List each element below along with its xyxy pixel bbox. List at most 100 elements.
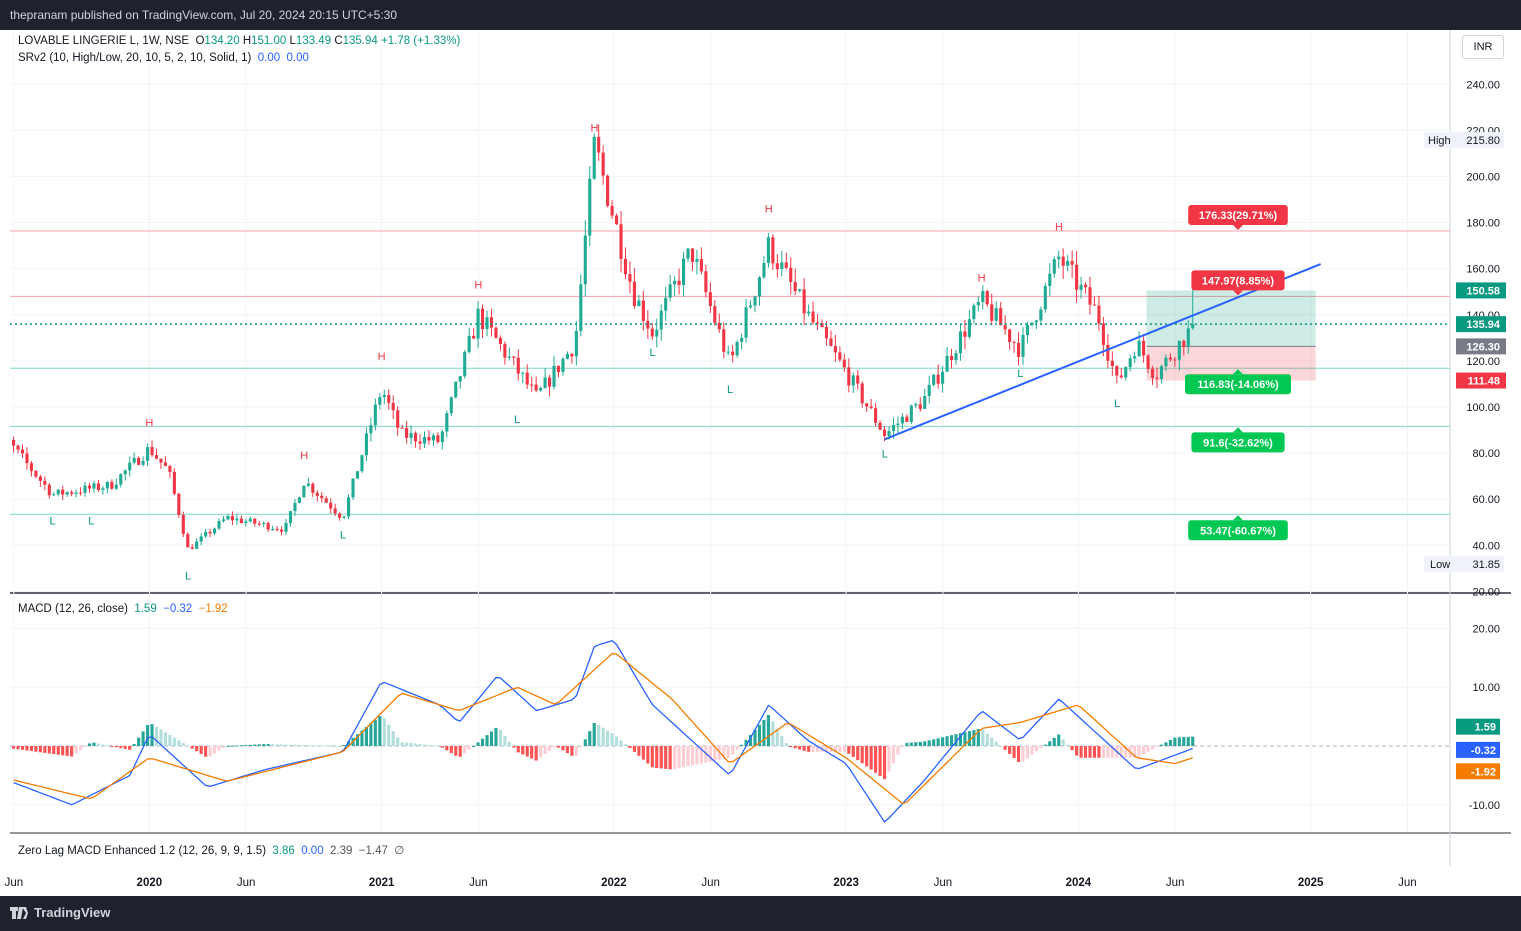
macd-histogram-bar <box>659 746 663 769</box>
candle-body <box>34 470 38 477</box>
target-label: 176.33(29.71%) <box>1188 205 1288 231</box>
macd-axis-tick: 20.00 <box>1472 623 1500 635</box>
candle <box>440 429 444 450</box>
candle-body <box>288 511 293 523</box>
macd-axis-tag-box <box>1456 718 1500 735</box>
candle-body <box>123 470 127 475</box>
target-label: 147.97(8.85%) <box>1191 270 1285 296</box>
candle <box>601 145 605 185</box>
macd-histogram-bar <box>217 746 221 751</box>
pivot-low-label: L <box>340 529 346 541</box>
macd-histogram-bar <box>208 746 212 757</box>
candle-body <box>637 300 641 307</box>
srv2-legend: SRv2 (10, High/Low, 20, 10, 5, 2, 10, So… <box>18 52 309 64</box>
candle <box>811 301 815 325</box>
srv2-label[interactable]: SRv2 (10, High/Low, 20, 10, 5, 2, 10, So… <box>18 52 252 64</box>
candle-body <box>141 460 145 465</box>
candle <box>704 264 708 298</box>
candle-body <box>494 327 498 338</box>
candle-body <box>985 291 989 305</box>
high-marker-value: 215.80 <box>1466 135 1500 147</box>
signal-line <box>13 652 1193 805</box>
macd-histogram-bar <box>722 746 726 760</box>
candle-body <box>396 410 400 428</box>
price-axis-tag-box <box>1456 372 1506 389</box>
candle <box>762 256 766 279</box>
candle-body <box>476 308 480 339</box>
macd-histogram-bar <box>329 745 333 747</box>
candle <box>1182 339 1186 356</box>
candle <box>927 375 931 404</box>
macd-histogram-bar <box>932 739 936 746</box>
candle-body <box>664 297 668 311</box>
candle <box>338 512 342 521</box>
macd-histogram-bar <box>1070 746 1074 751</box>
symbol-name[interactable]: LOVABLE LINGERIE L, 1W, NSE <box>18 35 190 47</box>
macd-histogram-bar <box>954 734 958 746</box>
macd-histogram-bar <box>597 725 601 746</box>
time-axis-label: Jun <box>237 877 256 889</box>
candle <box>418 434 422 450</box>
candle <box>699 247 703 275</box>
candle-body <box>16 445 20 450</box>
candle-body <box>726 351 730 353</box>
candle-body <box>378 397 382 405</box>
candle <box>659 304 663 341</box>
time-axis-label: 2022 <box>601 877 627 889</box>
macd-histogram-bar <box>293 744 297 746</box>
candle-body <box>230 515 234 521</box>
macd-histogram-bar <box>949 735 954 746</box>
candle <box>632 268 636 309</box>
price-axis-tag-text: 150.58 <box>1466 285 1500 297</box>
macd-histogram-bar <box>150 724 154 746</box>
candle-body <box>597 136 601 153</box>
target-label-box <box>1185 374 1291 395</box>
macd-histogram-bar <box>449 746 453 754</box>
candle-body <box>1083 284 1088 288</box>
macd-histogram-bar <box>941 737 945 746</box>
candle-body <box>253 518 257 524</box>
tradingview-logo[interactable]: TradingView <box>10 905 110 920</box>
macd-histogram-bar <box>547 746 552 751</box>
candle <box>454 381 458 399</box>
target-label-text: 53.47(-60.67%) <box>1200 525 1276 537</box>
candle-body <box>958 331 963 354</box>
candle <box>480 304 485 339</box>
macd-histogram-bar <box>967 731 971 746</box>
candle-body <box>1119 375 1123 378</box>
candle-body <box>673 280 677 285</box>
price-axis-tag-box <box>1456 282 1506 299</box>
candle-body <box>695 259 699 262</box>
price-axis-tag-text: 135.94 <box>1466 319 1501 331</box>
macd-histogram-bar <box>413 743 418 746</box>
time-axis-label: Jun <box>1398 877 1417 889</box>
candle <box>820 319 824 328</box>
candle <box>512 355 516 366</box>
macd-histogram-bar <box>226 745 230 747</box>
candle-body <box>927 384 931 396</box>
macd-histogram-bar <box>990 737 994 746</box>
zlmacd-label[interactable]: Zero Lag MACD Enhanced 1.2 (12, 26, 9, 9… <box>18 845 267 857</box>
currency-button[interactable]: INR <box>1462 35 1504 59</box>
candle <box>664 286 668 321</box>
candle <box>516 349 520 381</box>
candle-body <box>623 258 628 275</box>
macd-histogram-bar <box>958 733 963 746</box>
macd-histogram-bar <box>315 745 319 747</box>
candle-body <box>409 433 413 438</box>
candle <box>387 389 391 410</box>
macd-histogram-bar <box>355 734 360 746</box>
candle <box>534 376 538 393</box>
macd-histogram-bar <box>70 746 74 757</box>
macd-histogram-bar <box>302 745 306 747</box>
macd-histogram-bar <box>583 739 587 746</box>
candle <box>221 515 226 523</box>
candle <box>382 389 386 405</box>
candle-body <box>860 383 864 404</box>
macd-label[interactable]: MACD (12, 26, close) <box>18 603 128 615</box>
candle <box>248 516 252 523</box>
candle-body <box>280 529 284 532</box>
macd-histogram-bar <box>824 746 829 752</box>
candle-body <box>1168 357 1172 360</box>
